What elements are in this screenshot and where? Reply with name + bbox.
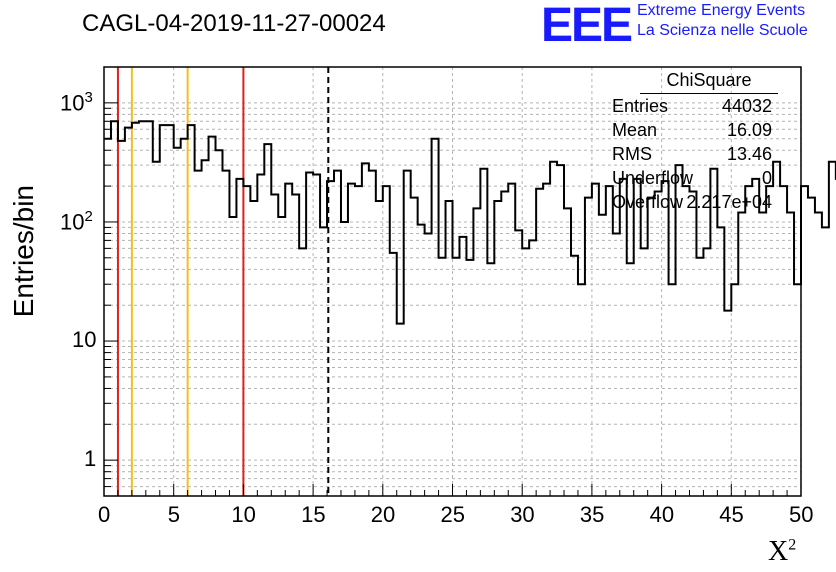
stats-label: Mean [612, 120, 658, 140]
y-tick-label: 102 [60, 208, 93, 235]
stats-value: 2.217e+04 [686, 192, 772, 212]
stats-value: 13.46 [726, 144, 772, 164]
stats-row: RMS 13.46 [612, 142, 772, 166]
stats-label: Underflow [612, 168, 694, 188]
stats-box: ChiSquare Entries 44032 Mean 16.09 RMS 13.46 U… [612, 70, 778, 214]
stats-title: ChiSquare [640, 70, 778, 94]
y-tick-label: 1 [84, 446, 97, 472]
x-tick-label: 30 [510, 502, 535, 527]
stats-label: RMS [612, 144, 652, 164]
stats-row: Overflow 2.217e+04 [612, 190, 772, 214]
stats-row: Underflow 0 [612, 166, 772, 190]
stats-value: 44032 [721, 96, 772, 116]
x-tick-label: 15 [301, 502, 326, 527]
stats-row: Mean 16.09 [612, 118, 772, 142]
y-tick-label: 10 [72, 327, 97, 353]
x-tick-label: 10 [231, 502, 256, 527]
y-tick-label-exp: 2 [84, 207, 93, 225]
x-axis-label: X2 [768, 536, 796, 568]
x-axis-label-sup: 2 [788, 536, 797, 554]
y-tick-label-base: 10 [60, 209, 85, 235]
chart-title: CAGL-04-2019-11-27-00024 [82, 10, 386, 37]
x-tick-label: 40 [649, 502, 675, 527]
y-axis-label: Entries/bin [8, 185, 39, 318]
x-tick-label: 35 [579, 502, 605, 527]
x-tick-label: 20 [370, 502, 396, 527]
stats-label: Overflow [612, 192, 684, 212]
stats-value: 0 [761, 168, 772, 188]
x-tick-label: 50 [789, 502, 814, 527]
logo-line-1: Extreme Energy Events [637, 2, 806, 19]
x-tick-label: 25 [440, 502, 465, 527]
y-tick-label: 103 [60, 89, 93, 116]
x-axis-label-base: X [768, 536, 789, 567]
axis-tick-marks [103, 66, 802, 497]
histogram-series [104, 120, 836, 325]
x-tick-label: 0 [98, 502, 111, 527]
stats-value: 16.09 [726, 120, 772, 140]
x-tick-label: 45 [719, 502, 744, 527]
logo-mark: EEE [541, 0, 633, 52]
reference-lines [116, 67, 330, 496]
stats-row: Entries 44032 [612, 94, 772, 118]
stats-label: Entries [612, 96, 669, 116]
y-tick-label-base: 10 [60, 90, 85, 116]
y-tick-label-exp: 3 [84, 88, 93, 106]
logo-line-2: La Scienza nelle Scuole [637, 22, 808, 39]
x-tick-label: 5 [167, 502, 180, 527]
